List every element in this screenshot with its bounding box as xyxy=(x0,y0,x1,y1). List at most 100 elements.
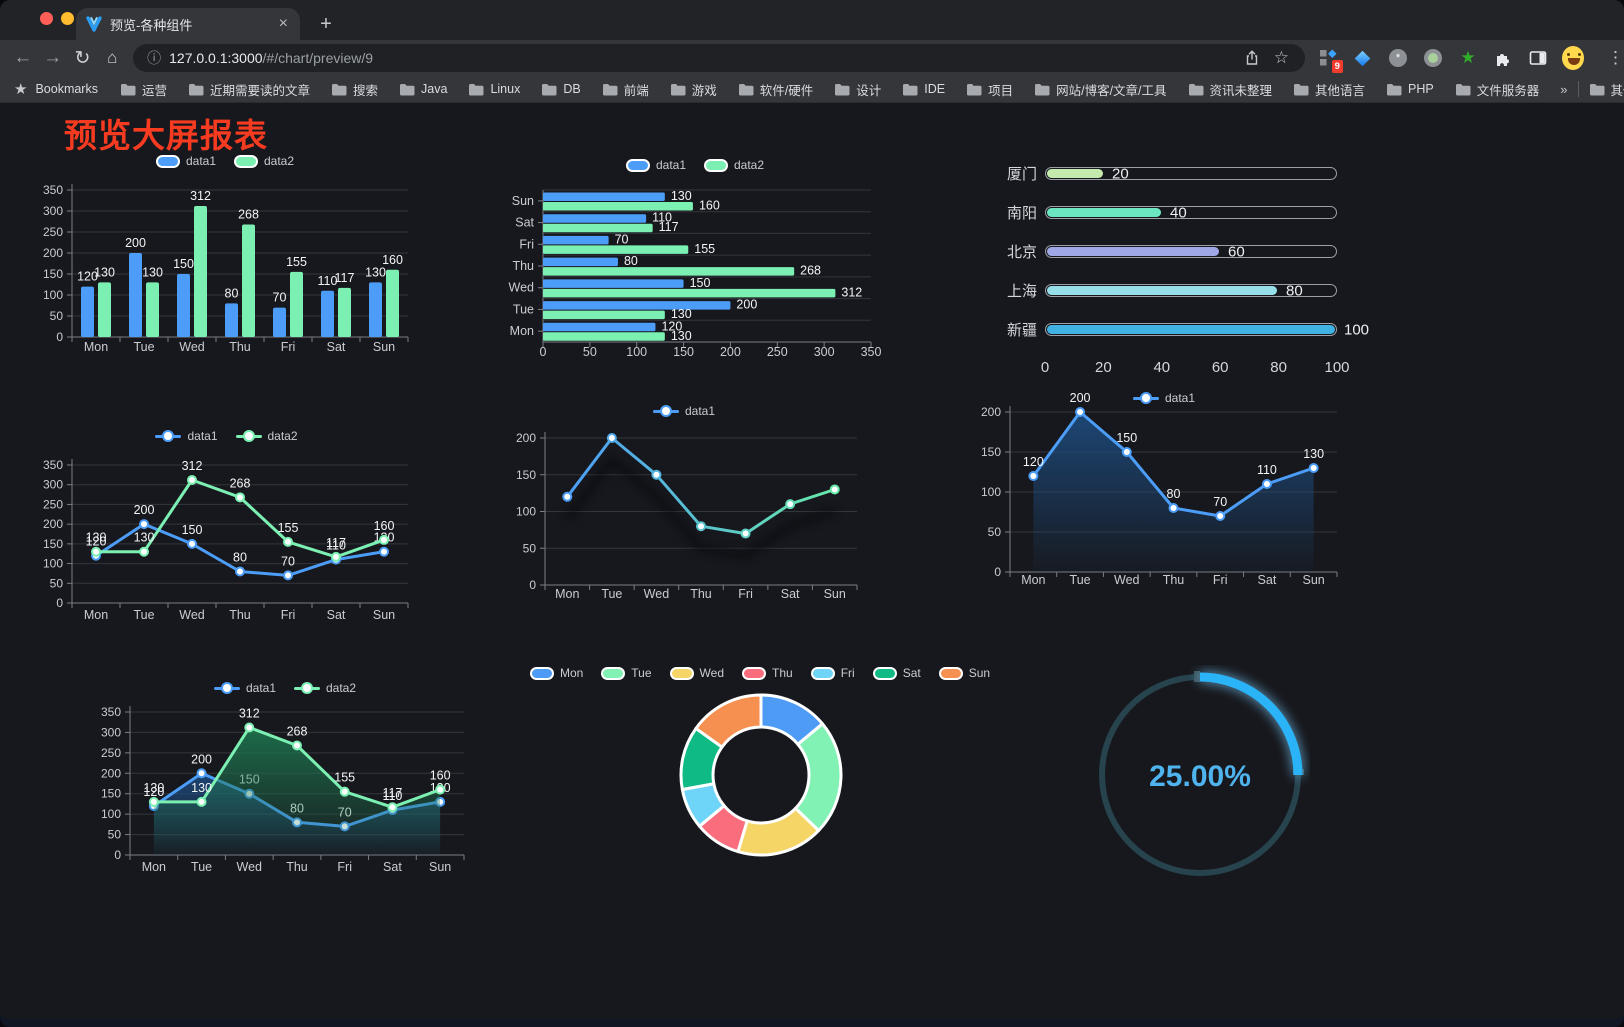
folder-icon xyxy=(1589,83,1604,95)
progress-track: 100 xyxy=(1045,321,1369,338)
legend-marker-icon xyxy=(1132,392,1159,405)
bookmarks-star-icon[interactable]: ★ xyxy=(14,81,28,98)
legend-item-data1[interactable]: data1 xyxy=(213,681,276,695)
legend-item-data1[interactable]: data1 xyxy=(155,429,218,443)
legend-item-data1[interactable]: data1 xyxy=(155,154,216,168)
address-bar[interactable]: ⓘ 127.0.0.1:3000 /#/chart/preview/9 ☆ xyxy=(133,44,1305,72)
reload-icon[interactable]: ↻ xyxy=(74,47,91,69)
legend-swatch-icon xyxy=(704,158,728,172)
new-tab-button[interactable]: + xyxy=(320,12,332,35)
bookmark-folder-IDE[interactable]: IDE xyxy=(902,82,945,96)
legend-item-Tue[interactable]: Tue xyxy=(601,666,652,680)
folder-icon xyxy=(903,83,918,95)
side-panel-icon[interactable] xyxy=(1527,47,1549,69)
legend-item-data1[interactable]: data1 xyxy=(625,158,686,172)
legend-item-Wed[interactable]: Wed xyxy=(669,666,724,680)
legend-swatch-icon xyxy=(601,666,626,680)
legend-item-data2[interactable]: data2 xyxy=(235,429,298,443)
minimize-window-button[interactable] xyxy=(61,12,74,25)
svg-text:100: 100 xyxy=(43,557,63,571)
bookmark-folder-Java[interactable]: Java xyxy=(399,82,447,96)
axis-tick-label: 100 xyxy=(1324,359,1350,376)
extension-asterisk-icon[interactable]: * xyxy=(1387,47,1409,69)
svg-text:Mon: Mon xyxy=(1021,573,1045,587)
svg-text:268: 268 xyxy=(238,207,259,221)
legend-label: Sat xyxy=(902,666,921,680)
progress-label: 厦门 xyxy=(1006,166,1037,183)
svg-text:268: 268 xyxy=(800,264,821,278)
home-icon[interactable]: ⌂ xyxy=(107,48,118,67)
bookmark-folder-DB[interactable]: DB xyxy=(541,82,581,96)
legend-marker-icon xyxy=(652,405,679,418)
bookmark-folder-近期需要读的文章[interactable]: 近期需要读的文章 xyxy=(188,80,310,99)
extension-badge: 9 xyxy=(1331,60,1343,73)
bookmark-folder-运营[interactable]: 运营 xyxy=(120,80,167,99)
svg-text:250: 250 xyxy=(767,345,788,359)
legend-label: data2 xyxy=(734,158,765,172)
puzzle-extensions-icon[interactable] xyxy=(1492,47,1514,69)
site-info-icon[interactable]: ⓘ xyxy=(147,50,162,66)
bookmark-folder-Linux[interactable]: Linux xyxy=(468,82,520,96)
bookmark-folder-label: 设计 xyxy=(856,83,882,98)
folder-icon xyxy=(738,83,754,95)
bookmark-folder-其他语言[interactable]: 其他语言 xyxy=(1293,80,1365,99)
svg-text:200: 200 xyxy=(43,517,63,531)
svg-text:312: 312 xyxy=(182,459,203,473)
progress-fill xyxy=(1047,286,1277,295)
axis-tick-label: 20 xyxy=(1095,359,1112,376)
legend-swatch-icon xyxy=(669,666,694,680)
bookmark-folder-软件/硬件[interactable]: 软件/硬件 xyxy=(738,80,813,99)
legend-item-data1[interactable]: data1 xyxy=(1132,391,1195,405)
bookmark-folder-设计[interactable]: 设计 xyxy=(834,80,881,99)
legend-item-Thu[interactable]: Thu xyxy=(742,666,793,680)
bookmark-folder-游戏[interactable]: 游戏 xyxy=(670,80,717,99)
browser-tab[interactable]: 预览-各种组件 × xyxy=(76,8,300,40)
bookmark-star-icon[interactable]: ☆ xyxy=(1273,48,1289,67)
extension-record-icon[interactable] xyxy=(1422,47,1444,69)
legend-item-data1[interactable]: data1 xyxy=(652,404,715,418)
extension-star-icon[interactable]: ★ xyxy=(1457,47,1479,69)
profile-avatar[interactable] xyxy=(1561,46,1584,70)
bookmark-folder-文件服务器[interactable]: 文件服务器 xyxy=(1455,80,1539,99)
extension-grid-icon[interactable]: 9 xyxy=(1317,47,1343,73)
progress-row-厦门: 厦门 20 xyxy=(1005,154,1377,193)
progress-value: 100 xyxy=(1344,321,1370,338)
svg-text:130: 130 xyxy=(134,531,155,545)
legend-item-Sat[interactable]: Sat xyxy=(872,666,921,680)
other-bookmarks-folder[interactable]: 其他书签 xyxy=(1589,80,1624,99)
svg-text:Wed: Wed xyxy=(1114,573,1140,587)
legend-item-data2[interactable]: data2 xyxy=(234,154,294,168)
bookmark-folder-label: 项目 xyxy=(988,83,1014,98)
bookmark-folder-搜索[interactable]: 搜索 xyxy=(331,80,378,99)
extension-diamond-icon[interactable] xyxy=(1352,47,1374,69)
share-icon[interactable] xyxy=(1244,50,1260,66)
back-icon[interactable]: ← xyxy=(13,47,33,68)
close-window-button[interactable] xyxy=(40,12,53,25)
bookmarks-label[interactable]: Bookmarks xyxy=(35,82,98,96)
bookmark-folder-label: 前端 xyxy=(623,83,649,98)
bookmark-folder-网站/博客/文章/工具[interactable]: 网站/博客/文章/工具 xyxy=(1034,80,1167,99)
legend-item-Sun[interactable]: Sun xyxy=(938,666,990,680)
bookmark-folder-资讯未整理[interactable]: 资讯未整理 xyxy=(1188,80,1272,99)
legend-item-Mon[interactable]: Mon xyxy=(529,666,583,680)
bookmark-folder-项目[interactable]: 项目 xyxy=(966,80,1013,99)
bookmarks-overflow-icon[interactable]: » xyxy=(1560,81,1568,97)
tab-close-icon[interactable]: × xyxy=(278,15,288,32)
legend-marker-icon xyxy=(155,430,182,443)
svg-text:120: 120 xyxy=(143,785,164,799)
folder-icon xyxy=(602,83,618,95)
chart-gradient-line: data1 0 50 100 150 200 Mon Tue Wed Thu Fri Sat Sun xyxy=(498,398,870,606)
record-glyph xyxy=(1423,49,1442,67)
svg-text:200: 200 xyxy=(720,345,741,359)
svg-text:120: 120 xyxy=(77,270,98,284)
bookmark-folder-PHP[interactable]: PHP xyxy=(1386,82,1434,96)
forward-icon[interactable]: → xyxy=(43,47,63,68)
menu-kebab-icon[interactable]: ⋮ xyxy=(1606,48,1624,67)
bookmark-folder-前端[interactable]: 前端 xyxy=(602,80,649,99)
legend-item-data2[interactable]: data2 xyxy=(704,158,764,172)
donut-slice-Sun[interactable] xyxy=(694,693,763,749)
legend-item-data2[interactable]: data2 xyxy=(294,681,356,695)
legend-item-Fri[interactable]: Fri xyxy=(810,666,855,680)
svg-text:150: 150 xyxy=(43,267,63,281)
bookmark-folder-label: 软件/硬件 xyxy=(759,83,814,98)
